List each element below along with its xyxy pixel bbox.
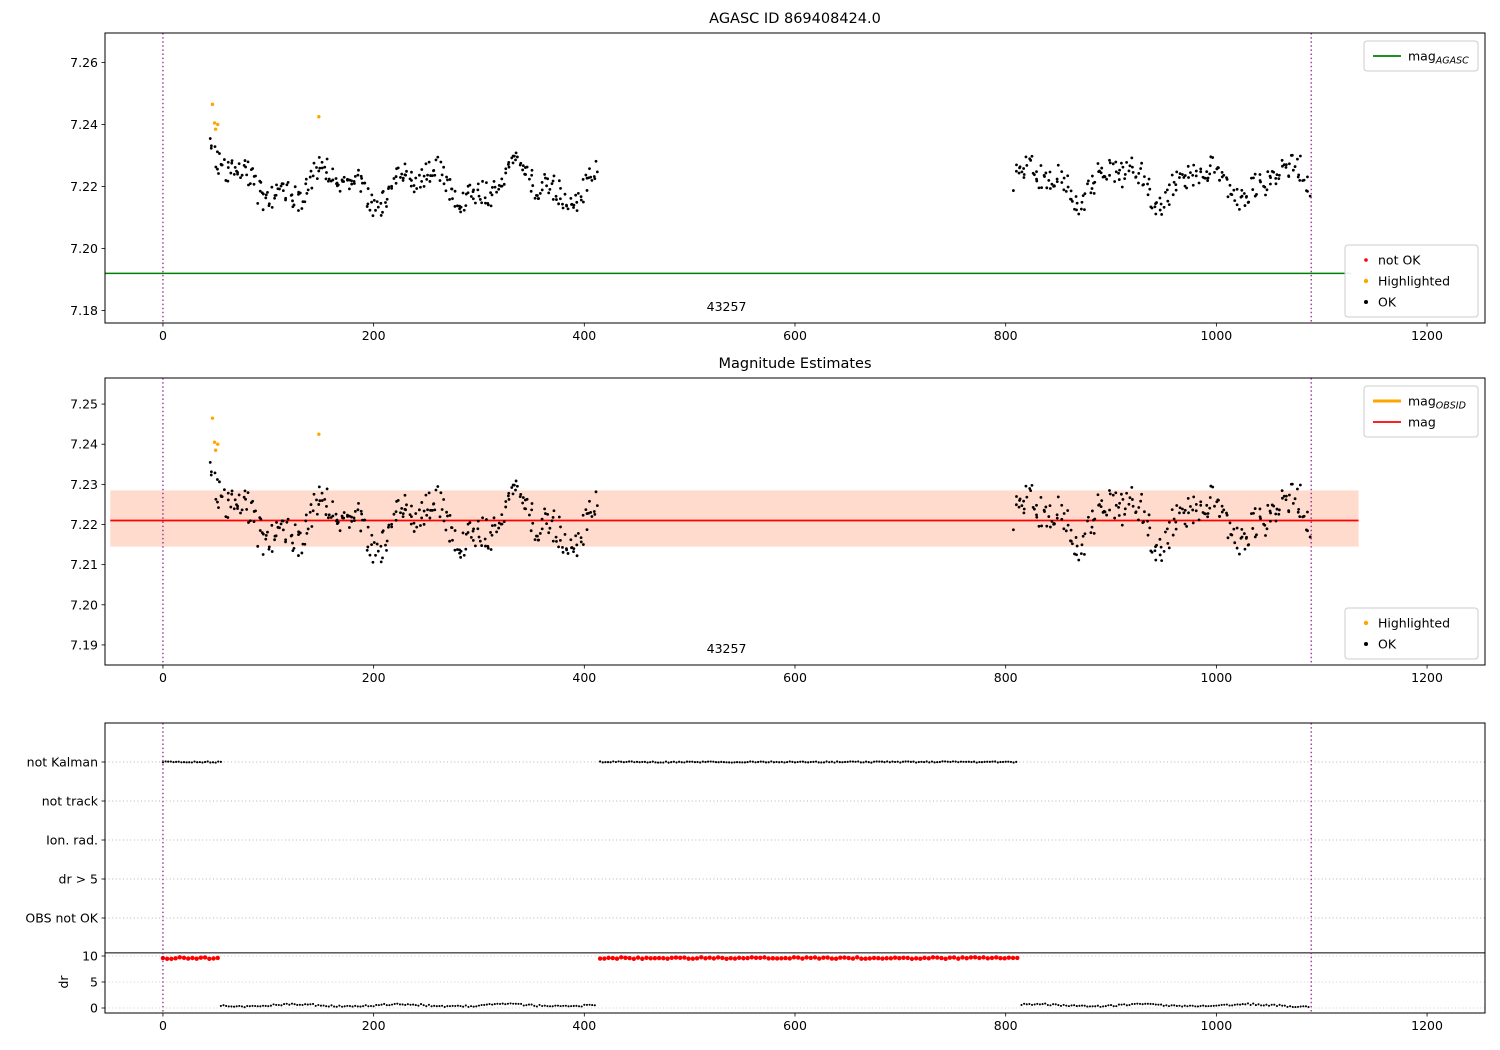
svg-text:7.19: 7.19	[70, 637, 98, 652]
svg-text:200: 200	[362, 670, 386, 685]
svg-text:OK: OK	[1378, 637, 1397, 652]
svg-text:not track: not track	[42, 794, 99, 809]
svg-text:7.18: 7.18	[70, 303, 98, 318]
svg-text:mag: mag	[1408, 415, 1436, 430]
svg-text:7.22: 7.22	[70, 179, 98, 194]
svg-text:200: 200	[362, 1018, 386, 1033]
svg-text:10: 10	[82, 949, 98, 964]
svg-text:Ion. rad.: Ion. rad.	[46, 833, 98, 848]
svg-text:not Kalman: not Kalman	[27, 755, 98, 770]
svg-text:1200: 1200	[1411, 328, 1443, 343]
svg-text:200: 200	[362, 328, 386, 343]
svg-text:5: 5	[90, 975, 98, 990]
svg-text:7.25: 7.25	[70, 397, 98, 412]
svg-text:600: 600	[783, 1018, 807, 1033]
svg-text:OBS not OK: OBS not OK	[25, 911, 98, 926]
svg-text:43257: 43257	[707, 299, 747, 314]
svg-text:7.24: 7.24	[70, 437, 98, 452]
svg-text:600: 600	[783, 328, 807, 343]
svg-text:400: 400	[572, 1018, 596, 1033]
svg-text:1200: 1200	[1411, 1018, 1443, 1033]
svg-text:Highlighted: Highlighted	[1378, 274, 1450, 289]
svg-text:43257: 43257	[707, 641, 747, 656]
svg-text:600: 600	[783, 670, 807, 685]
svg-text:7.21: 7.21	[70, 557, 98, 572]
svg-text:800: 800	[994, 328, 1018, 343]
svg-text:dr > 5: dr > 5	[59, 872, 98, 887]
svg-text:400: 400	[572, 670, 596, 685]
svg-text:1200: 1200	[1411, 670, 1443, 685]
svg-text:400: 400	[572, 328, 596, 343]
svg-text:800: 800	[994, 1018, 1018, 1033]
svg-text:Highlighted: Highlighted	[1378, 616, 1450, 631]
svg-text:800: 800	[994, 670, 1018, 685]
svg-text:not OK: not OK	[1378, 253, 1421, 268]
svg-text:1000: 1000	[1200, 1018, 1232, 1033]
svg-text:7.23: 7.23	[70, 477, 98, 492]
svg-text:1000: 1000	[1200, 670, 1232, 685]
svg-text:OK: OK	[1378, 295, 1397, 310]
plot2-title: Magnitude Estimates	[718, 356, 872, 372]
plot1-title: AGASC ID 869408424.0	[709, 11, 881, 27]
svg-text:0: 0	[159, 670, 167, 685]
svg-text:0: 0	[90, 1001, 98, 1016]
svg-text:7.22: 7.22	[70, 517, 98, 532]
svg-text:7.24: 7.24	[70, 117, 98, 132]
svg-text:1000: 1000	[1200, 328, 1232, 343]
svg-text:7.26: 7.26	[70, 55, 98, 70]
svg-text:7.20: 7.20	[70, 597, 98, 612]
svg-text:7.20: 7.20	[70, 241, 98, 256]
svg-text:0: 0	[159, 1018, 167, 1033]
svg-text:0: 0	[159, 328, 167, 343]
svg-text:dr: dr	[56, 975, 71, 989]
